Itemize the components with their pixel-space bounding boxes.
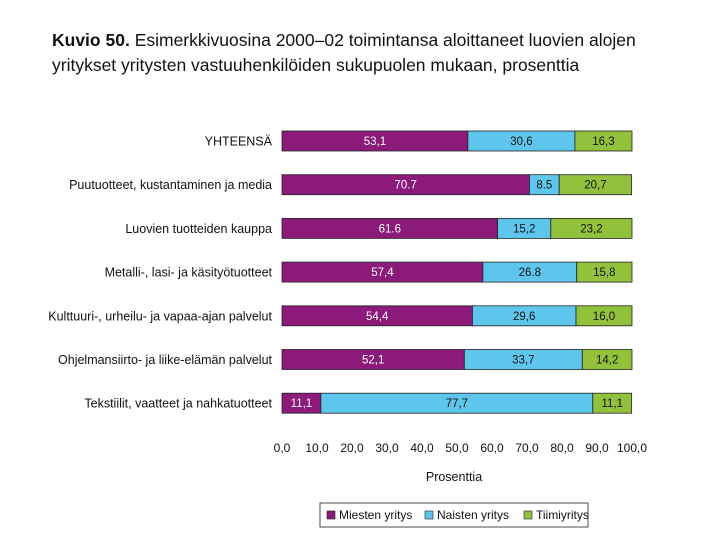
data-label-tiimi: 16,0 xyxy=(593,311,615,323)
data-label-miehet: 61.6 xyxy=(379,223,401,235)
x-tick-label: 80,0 xyxy=(550,441,574,455)
data-label-naiset: 8.5 xyxy=(536,180,552,192)
data-label-naiset: 33,7 xyxy=(512,355,534,367)
data-label-miehet: 70.7 xyxy=(395,180,417,192)
legend-label-miehet: Miesten yritys xyxy=(339,508,412,522)
data-label-naiset: 26.8 xyxy=(519,267,541,279)
bar-segment-tiimi xyxy=(575,305,633,327)
x-tick-label: 10,0 xyxy=(305,441,329,455)
legend-swatch-naiset xyxy=(424,510,434,520)
x-axis-title: Prosenttia xyxy=(426,470,482,484)
bar-segment-tiimi xyxy=(576,261,633,283)
data-label-tiimi: 20,7 xyxy=(584,180,606,192)
data-label-miehet: 57,4 xyxy=(371,267,394,279)
data-label-miehet: 53,1 xyxy=(364,136,386,148)
x-tick-label: 60,0 xyxy=(480,441,504,455)
category-label: YHTEENSÄ xyxy=(205,135,273,149)
bar-segment-tiimi xyxy=(574,130,633,152)
legend-label-naiset: Naisten yritys xyxy=(437,508,509,522)
category-label: Kulttuuri-, urheilu- ja vapaa-ajan palve… xyxy=(48,309,272,323)
x-tick-label: 70,0 xyxy=(515,441,539,455)
category-label: Tekstiilit, vaatteet ja nahkatuotteet xyxy=(84,397,272,411)
legend-box xyxy=(319,502,589,528)
data-label-miehet: 11,1 xyxy=(291,398,313,410)
data-label-tiimi: 11,1 xyxy=(601,398,623,410)
legend-swatch-miehet xyxy=(326,510,336,520)
bar-segment-tiimi xyxy=(592,392,633,414)
data-label-naiset: 29,6 xyxy=(513,311,535,323)
x-tick-label: 50,0 xyxy=(445,441,469,455)
bar-segment-tiimi xyxy=(550,217,633,239)
x-tick-label: 100,0 xyxy=(617,441,647,455)
x-tick-label: 0,0 xyxy=(274,441,291,455)
legend-swatch-tiimi xyxy=(523,510,533,520)
x-tick-label: 30,0 xyxy=(375,441,399,455)
data-label-tiimi: 16,3 xyxy=(592,136,614,148)
category-label: Luovien tuotteiden kauppa xyxy=(125,222,272,236)
x-tick-label: 90,0 xyxy=(585,441,609,455)
bar-segment-tiimi xyxy=(558,174,633,196)
data-label-miehet: 52,1 xyxy=(362,355,384,367)
category-label: Metalli-, lasi- ja käsityötuotteet xyxy=(105,266,273,280)
data-label-naiset: 15,2 xyxy=(513,223,535,235)
data-label-naiset: 77,7 xyxy=(446,398,468,410)
x-tick-label: 20,0 xyxy=(340,441,364,455)
chart-title-prefix: Kuvio 50. xyxy=(52,30,130,50)
chart-title: Kuvio 50. Esimerkkivuosina 2000–02 toimi… xyxy=(52,28,692,78)
category-label: Puutuotteet, kustantaminen ja media xyxy=(69,178,272,192)
data-label-miehet: 54,4 xyxy=(366,311,389,323)
x-tick-label: 40,0 xyxy=(410,441,434,455)
data-label-tiimi: 14,2 xyxy=(596,355,618,367)
chart-title-text: Esimerkkivuosina 2000–02 toimintansa alo… xyxy=(52,30,636,75)
data-label-tiimi: 23,2 xyxy=(580,223,602,235)
bar-segment-tiimi xyxy=(581,349,633,370)
data-label-tiimi: 15,8 xyxy=(593,267,615,279)
data-label-naiset: 30,6 xyxy=(510,136,532,148)
legend-label-tiimi: Tiimiyritys xyxy=(536,508,589,522)
category-label: Ohjelmansiirto- ja liike-elämän palvelut xyxy=(58,353,273,367)
